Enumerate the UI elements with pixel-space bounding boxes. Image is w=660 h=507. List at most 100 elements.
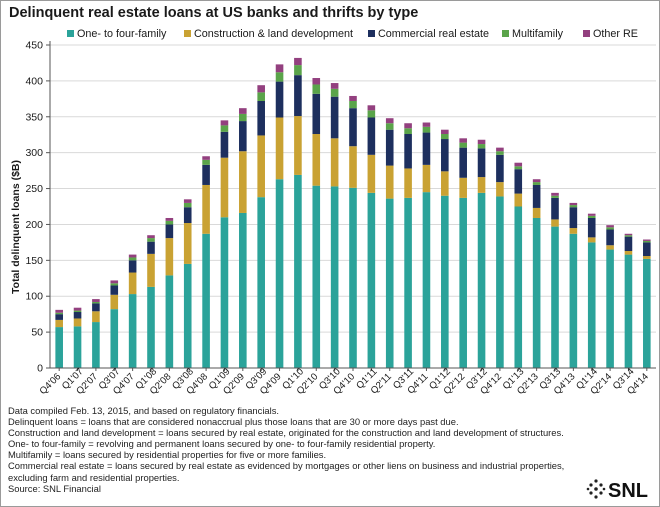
y-tick-label: 200: [25, 219, 43, 231]
bar-segment: [128, 260, 137, 273]
bar-segment: [128, 294, 137, 368]
bar-segment: [551, 219, 559, 227]
y-tick-label: 50: [31, 327, 43, 339]
bar-segment: [294, 174, 302, 368]
bar-segment: [624, 254, 633, 368]
bar-segment: [330, 88, 339, 97]
bar-segment: [459, 197, 467, 368]
bar-segment: [551, 226, 559, 368]
bar-segment: [147, 286, 155, 368]
bar-segment: [514, 169, 523, 194]
bar-segment: [477, 192, 486, 368]
bar-segment: [55, 314, 63, 320]
legend-swatch: [368, 30, 375, 37]
bar-segment: [55, 319, 63, 328]
bar-segment: [349, 100, 357, 109]
bar-segment: [330, 83, 339, 89]
legend-label: Multifamily: [512, 28, 564, 40]
bar-segment: [312, 78, 321, 85]
bar-segment: [294, 75, 302, 117]
bar-segment: [92, 299, 100, 302]
footnote: Delinquent loans = loans that are consid…: [8, 416, 459, 428]
bar-segment: [441, 171, 449, 196]
bar-segment: [477, 148, 486, 178]
legend-label: Other RE: [593, 28, 638, 40]
bar-segment: [459, 177, 467, 198]
bar-segment: [330, 138, 339, 187]
bar-segment: [385, 129, 394, 166]
bar-segment: [496, 151, 504, 155]
bar-segment: [551, 192, 559, 196]
bar-segment: [92, 301, 100, 304]
bar-segment: [569, 233, 578, 368]
bar-segment: [165, 275, 174, 368]
bar-segment: [496, 182, 504, 197]
bar-segment: [330, 96, 339, 139]
bar-segment: [643, 239, 651, 241]
bar-segment: [165, 238, 174, 276]
bar-segment: [275, 117, 284, 180]
bar-segment: [55, 327, 63, 368]
bar-segment: [110, 285, 119, 295]
bar-segment: [128, 272, 137, 295]
y-tick-label: 150: [25, 255, 43, 267]
bar-segment: [312, 84, 321, 94]
bar-segment: [606, 245, 614, 250]
bar-segment: [257, 85, 265, 93]
bar-segment: [220, 120, 229, 126]
footnote: Multifamily = loans secured by residenti…: [8, 449, 327, 461]
bar-segment: [496, 196, 504, 368]
stacked-bar-chart: 0 50 100 150 200 250 300 350 400 450 Total delinq…: [10, 28, 656, 397]
y-tick-label: 300: [25, 147, 43, 159]
bar-segment: [220, 217, 229, 368]
bar-segment: [643, 240, 651, 243]
x-axis: Q4'06Q1'07Q2'07Q3'07Q4'07Q1'08Q2'08Q3'08…: [38, 366, 656, 397]
bar-segment: [110, 309, 119, 368]
bar-segment: [367, 105, 376, 111]
y-axis: 0 50 100 150 200 250 300 350 400 450: [25, 40, 51, 375]
bar-segment: [496, 147, 504, 152]
bar-segment: [404, 128, 412, 135]
bar-segment: [110, 294, 119, 310]
bar-segment: [239, 212, 247, 368]
bar-segment: [477, 139, 486, 145]
footnote: Data compiled Feb. 13, 2015, and based o…: [8, 405, 280, 416]
bar-segment: [551, 195, 559, 198]
bar-segment: [587, 237, 596, 243]
bar-segment: [220, 125, 229, 132]
bar-segment: [514, 206, 523, 368]
bar-segment: [147, 238, 155, 242]
bar-segment: [367, 192, 376, 368]
bar-segment: [257, 135, 265, 198]
bar-segment: [496, 154, 504, 183]
bar-segment: [569, 205, 578, 208]
bar-segment: [459, 147, 467, 178]
bar-segment: [183, 199, 192, 203]
bar-segment: [239, 151, 247, 213]
footnote: Construction and land development = loan…: [8, 427, 564, 439]
bar-segment: [92, 311, 100, 323]
bar-segment: [404, 123, 412, 129]
bar-segment: [349, 146, 357, 188]
bar-segment: [349, 95, 357, 101]
bar-segment: [239, 108, 247, 114]
legend-label: Commercial real estate: [378, 28, 489, 40]
bar-segment: [183, 223, 192, 264]
bar-segment: [606, 227, 614, 230]
footnote: Commercial real estate = loans secured b…: [8, 460, 565, 483]
bar-segment: [606, 225, 614, 228]
bar-segment: [183, 263, 192, 368]
bar-segment: [367, 117, 376, 155]
bar-segment: [165, 217, 174, 221]
bar-segment: [404, 134, 412, 169]
bar-segment: [92, 322, 100, 368]
bar-segment: [73, 310, 82, 313]
bar-segment: [643, 256, 651, 259]
legend-swatch: [502, 30, 509, 37]
bar-segment: [441, 129, 449, 135]
y-tick-label: 450: [25, 40, 43, 52]
snl-logo-text: SNL: [608, 480, 648, 502]
bar-segment: [422, 164, 431, 193]
footnotes: Data compiled Feb. 13, 2015, and based o…: [8, 405, 568, 494]
source-note: Source: SNL Financial: [8, 482, 101, 494]
